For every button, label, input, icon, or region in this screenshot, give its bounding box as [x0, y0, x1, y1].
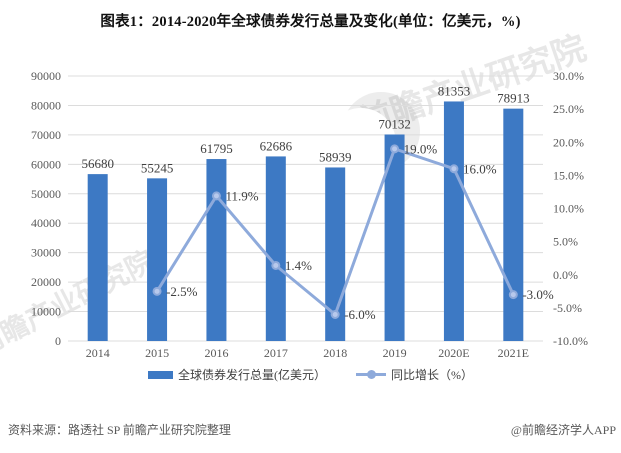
bar-value-label: 55245 — [141, 160, 174, 175]
x-axis-tick: 2021E — [498, 346, 529, 360]
x-axis-tick: 2014 — [86, 346, 110, 360]
bar-value-label: 56680 — [81, 156, 114, 171]
bar — [87, 174, 108, 341]
line-marker — [211, 191, 221, 201]
line-value-label: 19.0% — [404, 141, 438, 156]
x-axis-tick: 2020E — [438, 346, 469, 360]
right-axis-tick: -5.0% — [553, 301, 582, 315]
source-note: 资料来源：路透社 SP 前瞻产业研究院整理 — [8, 423, 231, 437]
bar — [503, 108, 524, 342]
left-axis-tick: 70000 — [31, 128, 61, 142]
bar — [265, 156, 286, 341]
right-axis-tick: 0.0% — [553, 268, 578, 282]
line-marker — [449, 164, 459, 174]
legend-label-bar-series: 全球债券发行总量(亿美元） — [178, 368, 326, 382]
left-axis-tick: 0 — [55, 334, 61, 348]
legend-item-line-series: 同比增长（%） — [356, 366, 473, 383]
left-axis-tick: 50000 — [31, 187, 61, 201]
line-value-label: 1.4% — [285, 258, 312, 273]
right-axis-tick: 25.0% — [553, 102, 584, 116]
left-axis-tick: 80000 — [31, 98, 61, 112]
bar — [147, 178, 168, 341]
legend: 全球债券发行总量(亿美元） 同比增长（%） — [0, 366, 621, 383]
x-axis-tick: 2016 — [204, 346, 228, 360]
chart-title: 图表1：2014-2020年全球债券发行总量及变化(单位：亿美元，%) — [100, 14, 521, 30]
bar-series-swatch-icon — [148, 370, 173, 379]
line-value-label: 16.0% — [463, 161, 497, 176]
line-value-label: 11.9% — [225, 188, 258, 203]
x-axis-tick: 2017 — [264, 346, 288, 360]
line-value-label: -3.0% — [522, 287, 554, 302]
bar-value-label: 81353 — [438, 83, 471, 98]
right-axis-tick: -10.0% — [553, 334, 588, 348]
x-axis-tick: 2015 — [145, 346, 169, 360]
line-value-label: -2.5% — [166, 284, 198, 299]
x-axis-tick: 2018 — [323, 346, 347, 360]
left-axis-tick: 10000 — [31, 305, 61, 319]
bar — [443, 101, 464, 342]
left-axis-tick: 90000 — [31, 69, 61, 83]
bar-value-label: 62686 — [260, 138, 293, 153]
x-axis-tick: 2019 — [383, 346, 407, 360]
right-axis-tick: 20.0% — [553, 135, 584, 149]
left-axis-tick: 20000 — [31, 275, 61, 289]
line-marker — [390, 144, 400, 154]
line-value-label: -6.0% — [344, 307, 376, 322]
right-axis-tick: 10.0% — [553, 202, 584, 216]
bar-value-label: 58939 — [319, 149, 352, 164]
bar — [206, 159, 227, 341]
bar — [384, 134, 405, 341]
bar-value-label: 78913 — [497, 91, 530, 106]
line-series-swatch-icon — [356, 370, 386, 379]
bar-value-label: 61795 — [200, 141, 233, 156]
chart-svg: 0 10000 20000 30000 40000 50000 60000 70000 8000… — [31, 69, 588, 360]
right-axis-tick: 5.0% — [553, 235, 578, 249]
left-axis-tick: 30000 — [31, 246, 61, 260]
line-marker — [271, 260, 281, 270]
line-marker — [330, 310, 340, 319]
bar-value-label: 70132 — [378, 117, 411, 132]
right-axis-tick: 15.0% — [553, 168, 584, 182]
left-axis-tick: 40000 — [31, 216, 61, 230]
left-axis-tick: 60000 — [31, 157, 61, 171]
legend-item-bar-series: 全球债券发行总量(亿美元） — [148, 366, 326, 383]
line-marker — [508, 290, 518, 300]
right-axis-tick: 30.0% — [553, 69, 584, 83]
footer: 资料来源：路透社 SP 前瞻产业研究院整理 @前瞻经济学人APP — [8, 421, 616, 438]
line-marker — [152, 286, 162, 296]
legend-label-line-series: 同比增长（%） — [391, 368, 473, 382]
brand-note: @前瞻经济学人APP — [510, 423, 616, 437]
